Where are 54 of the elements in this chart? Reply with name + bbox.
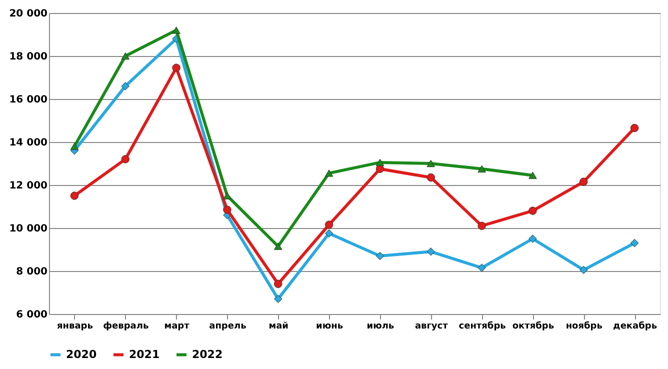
y-tick-label: 6 000 — [16, 310, 48, 320]
y-tick-label: 8 000 — [16, 266, 48, 278]
x-tick-label: ноябрь — [566, 320, 603, 332]
x-tick-label: декабрь — [613, 320, 658, 332]
point — [528, 206, 537, 215]
point — [121, 82, 130, 90]
point — [580, 178, 588, 186]
point — [376, 252, 384, 260]
point — [70, 192, 79, 200]
y-tick-label: 14 000 — [9, 138, 48, 148]
legend-label: 2020 — [66, 348, 97, 361]
point — [426, 160, 435, 168]
x-tick-label: июнь — [316, 322, 344, 332]
x-tick-label: март — [164, 322, 190, 332]
point — [172, 64, 180, 72]
point — [478, 222, 486, 230]
x-tick-label: февраль — [103, 322, 149, 332]
point — [426, 173, 435, 182]
point — [324, 170, 334, 177]
x-tick-label: январь — [57, 322, 94, 332]
point — [70, 142, 79, 150]
point — [478, 165, 486, 172]
y-tick-label: 10 000 — [9, 224, 48, 234]
point — [528, 172, 537, 179]
point — [223, 206, 232, 214]
x-tick-label: апрель — [209, 322, 247, 332]
point — [528, 234, 537, 243]
point — [274, 280, 282, 288]
y-tick-label: 16 000 — [9, 94, 48, 106]
legend-label: 2022 — [192, 348, 223, 361]
point — [630, 238, 639, 248]
y-tick-label: 18 000 — [9, 52, 48, 62]
point — [324, 220, 334, 229]
point — [478, 264, 486, 272]
point — [630, 124, 639, 132]
x-tick-label: август — [414, 322, 449, 332]
x-tick-label: сентябрь — [458, 320, 506, 332]
x-tick-label: октябрь — [512, 320, 554, 332]
point — [121, 155, 130, 164]
point — [172, 26, 180, 34]
point — [580, 266, 588, 274]
point — [121, 52, 130, 60]
point — [376, 158, 384, 166]
point — [376, 164, 384, 173]
point — [223, 192, 232, 200]
legend-label: 2021 — [129, 348, 160, 361]
x-tick-label: май — [268, 322, 288, 332]
y-tick-label: 12 000 — [9, 180, 48, 192]
point — [274, 294, 282, 304]
point — [274, 242, 282, 250]
point — [426, 248, 435, 256]
y-tick-label: 20 000 — [9, 8, 48, 20]
point — [324, 229, 334, 238]
x-tick-label: июль — [366, 322, 394, 332]
